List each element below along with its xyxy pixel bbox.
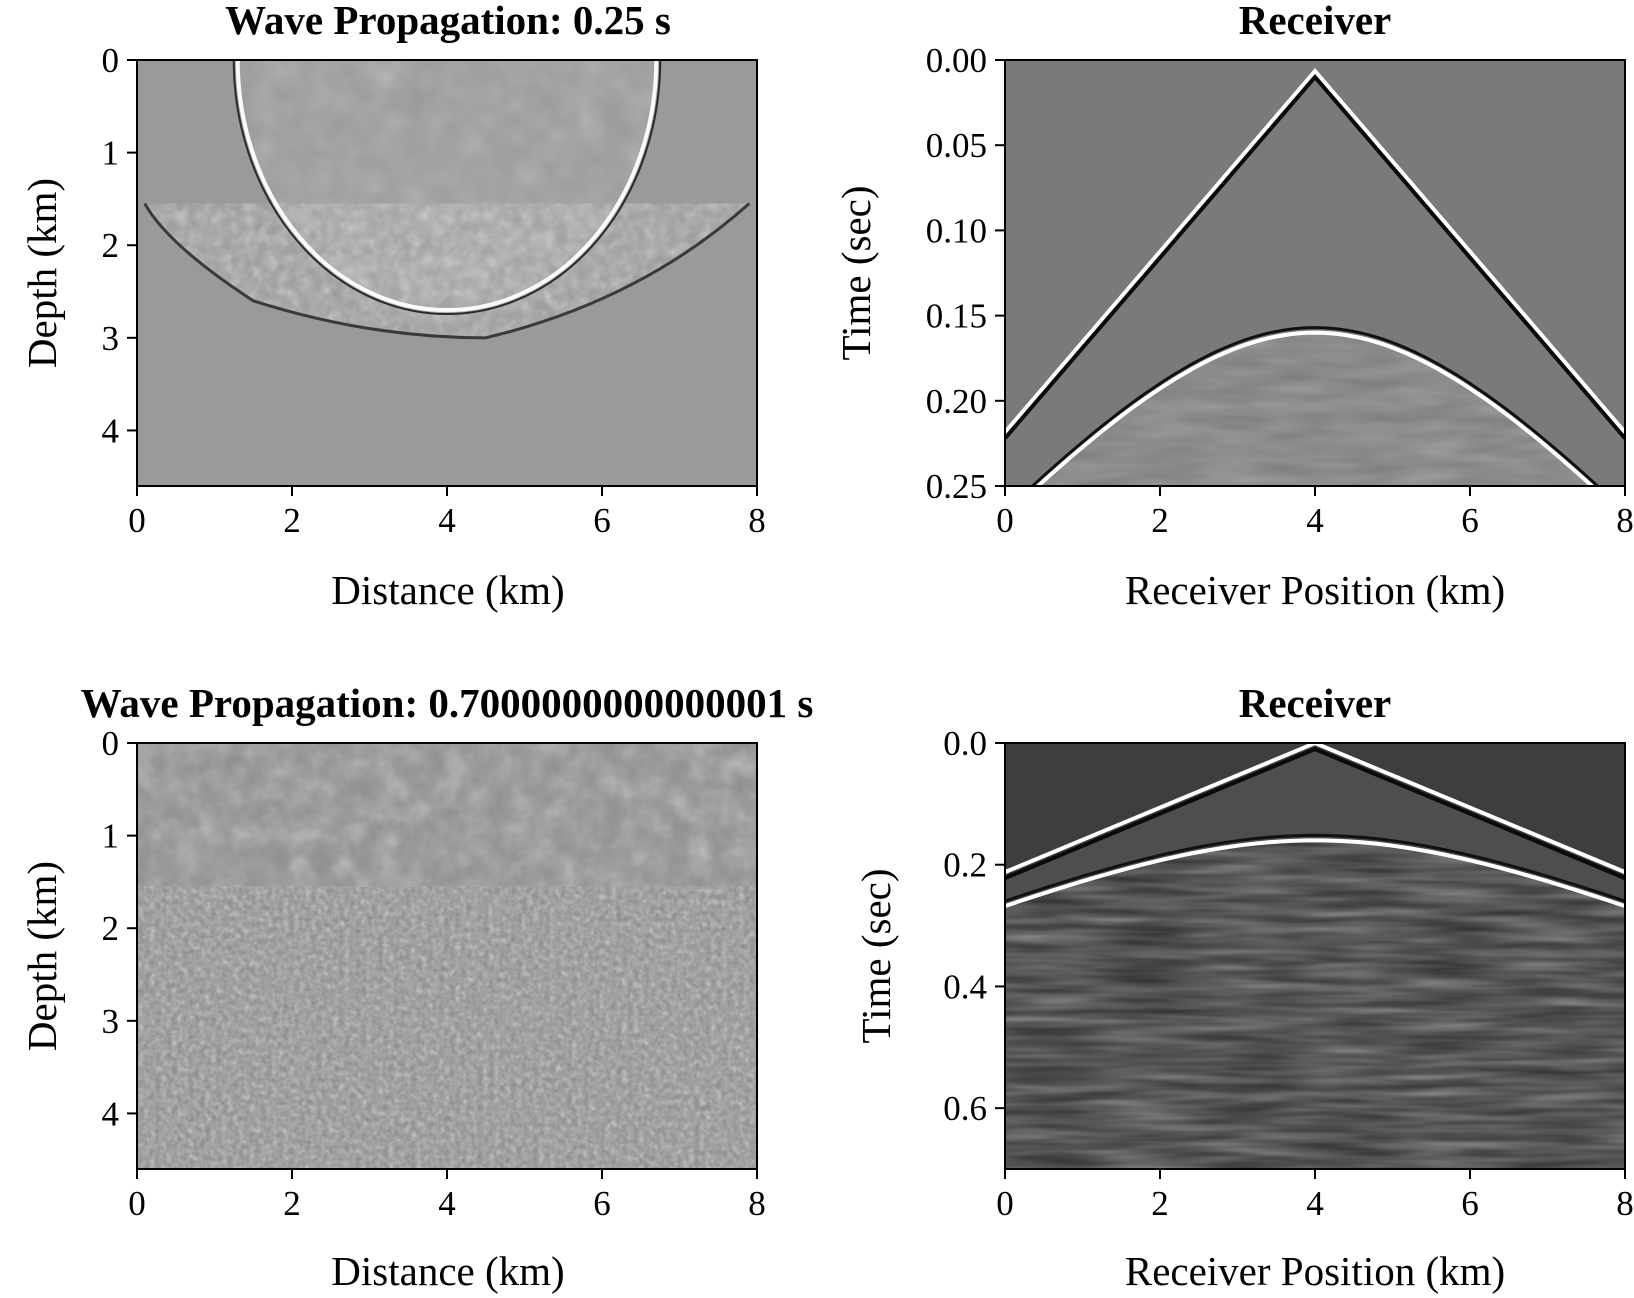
panel-wave-early-xtick-label: 0 (128, 501, 146, 540)
panel-wave-late-ytick-label: 3 (102, 1002, 120, 1041)
panel-wave-early-xlabel: Distance (km) (331, 567, 564, 613)
panel-wave-late-ytick-label: 1 (102, 817, 120, 856)
panel-receiver-late-mid-zone (1005, 749, 1625, 907)
panel-wave-early-title: Wave Propagation: 0.25 s (225, 0, 671, 43)
panel-receiver-late-ytick-label: 0.0 (943, 724, 987, 763)
panel-wave-early-transmitted-front (143, 202, 751, 340)
panel-receiver-early-xtick-label: 6 (1461, 501, 1479, 540)
panel-receiver-early-xlabel: Receiver Position (km) (1125, 567, 1505, 613)
panel-wave-late-image (137, 743, 757, 1169)
panel-wave-late-ytick-label: 2 (102, 909, 120, 948)
panel-receiver-early-reflection-dark (1030, 326, 1600, 486)
panel-receiver-early-direct-wave-white (1005, 67, 1625, 434)
panel-wave-early-image (137, 60, 757, 486)
panel-wave-early-xtick-label: 8 (748, 501, 766, 540)
panel-wave-early-xtick-label: 2 (283, 501, 301, 540)
panel-wave-late-xtick-label: 8 (748, 1184, 766, 1223)
panel-receiver-early-xtick-label: 0 (996, 501, 1014, 540)
panel-wave-early: Wave Propagation: 0.25 s 0 2 4 6 8 0 1 2 3 4 Dist… (19, 0, 766, 613)
panel-receiver-early-title: Receiver (1239, 0, 1392, 43)
panel-receiver-late-xtick-label: 6 (1461, 1184, 1479, 1223)
panel-receiver-early-ytick-label: 0.10 (926, 211, 987, 250)
panel-receiver-early: Receiver 0 2 4 6 8 0.00 0.05 0.10 0.15 0.20 0.25 R… (833, 0, 1634, 613)
panel-receiver-late-xtick-label: 8 (1616, 1184, 1634, 1223)
panel-receiver-early-reflection-white (1035, 330, 1595, 486)
panel-wave-early-ylabel: Depth (km) (19, 178, 65, 368)
panel-wave-early-ytick-label: 2 (102, 226, 120, 265)
panel-receiver-early-ytick-label: 0.20 (926, 382, 987, 421)
panel-wave-early-ytick-label: 3 (102, 319, 120, 358)
panel-wave-early-ytick-label: 1 (102, 134, 120, 173)
panel-wave-early-wavefront (235, 60, 659, 312)
panel-receiver-late-coda (1005, 840, 1625, 1169)
panel-receiver-early-xtick-label: 8 (1616, 501, 1634, 540)
panel-wave-late-xtick-label: 6 (593, 1184, 611, 1223)
panel-receiver-late-xtick-label: 0 (996, 1184, 1014, 1223)
panel-receiver-late-ytick-label: 0.2 (943, 846, 987, 885)
panel-receiver-early-ytick-label: 0.25 (926, 467, 987, 506)
panel-receiver-early-ytick-label: 0.05 (926, 126, 987, 165)
panel-receiver-early-xtick-label: 2 (1151, 501, 1169, 540)
panel-wave-late-ytick-label: 4 (102, 1094, 120, 1133)
panel-receiver-late-xlabel: Receiver Position (km) (1125, 1248, 1505, 1294)
panel-wave-late-ytick-label: 0 (102, 724, 120, 763)
panel-wave-late: Wave Propagation: 0.7000000000000001 s 0… (19, 680, 813, 1294)
panel-wave-early-ytick-label: 0 (102, 41, 120, 80)
panel-wave-late-xtick-label: 2 (283, 1184, 301, 1223)
panel-receiver-early-ytick-label: 0.00 (926, 41, 987, 80)
panel-receiver-late-reflection-white (1005, 838, 1625, 909)
panel-receiver-late: Receiver 0 2 4 6 8 0.0 0.2 0.4 0.6 Receiver Posi… (853, 680, 1634, 1294)
panel-receiver-early-image (1005, 60, 1625, 486)
panel-wave-late-title: Wave Propagation: 0.7000000000000001 s (81, 680, 814, 726)
panel-receiver-late-reflection-dark (1005, 833, 1625, 903)
panel-receiver-early-ylabel: Time (sec) (833, 186, 879, 361)
panel-wave-late-xtick-label: 4 (438, 1184, 456, 1223)
panel-receiver-late-ytick-label: 0.6 (943, 1089, 987, 1128)
panel-wave-early-xtick-label: 4 (438, 501, 456, 540)
panel-wave-early-wavefront-edge (232, 60, 662, 315)
panel-wave-late-lower-field (137, 886, 757, 1169)
panel-receiver-late-ytick-label: 0.4 (943, 967, 987, 1006)
panel-receiver-late-ylabel: Time (sec) (853, 869, 899, 1044)
panel-wave-late-upper-field (137, 743, 757, 887)
panel-wave-early-xtick-label: 6 (593, 501, 611, 540)
panel-receiver-early-direct-wave-dark (1005, 73, 1625, 440)
panel-wave-late-xlabel: Distance (km) (331, 1248, 564, 1294)
panel-wave-late-ylabel: Depth (km) (19, 861, 65, 1051)
panel-receiver-late-xtick-label: 2 (1151, 1184, 1169, 1223)
panel-wave-late-xtick-label: 0 (128, 1184, 146, 1223)
panel-receiver-late-image (1005, 743, 1625, 1169)
panel-receiver-late-direct-wave-dark (1005, 746, 1625, 880)
panel-wave-early-ytick-label: 4 (102, 411, 120, 450)
panel-receiver-late-xtick-label: 4 (1306, 1184, 1324, 1223)
panel-receiver-early-xtick-label: 4 (1306, 501, 1324, 540)
panel-receiver-late-title: Receiver (1239, 680, 1392, 726)
panel-receiver-early-ytick-label: 0.15 (926, 297, 987, 336)
